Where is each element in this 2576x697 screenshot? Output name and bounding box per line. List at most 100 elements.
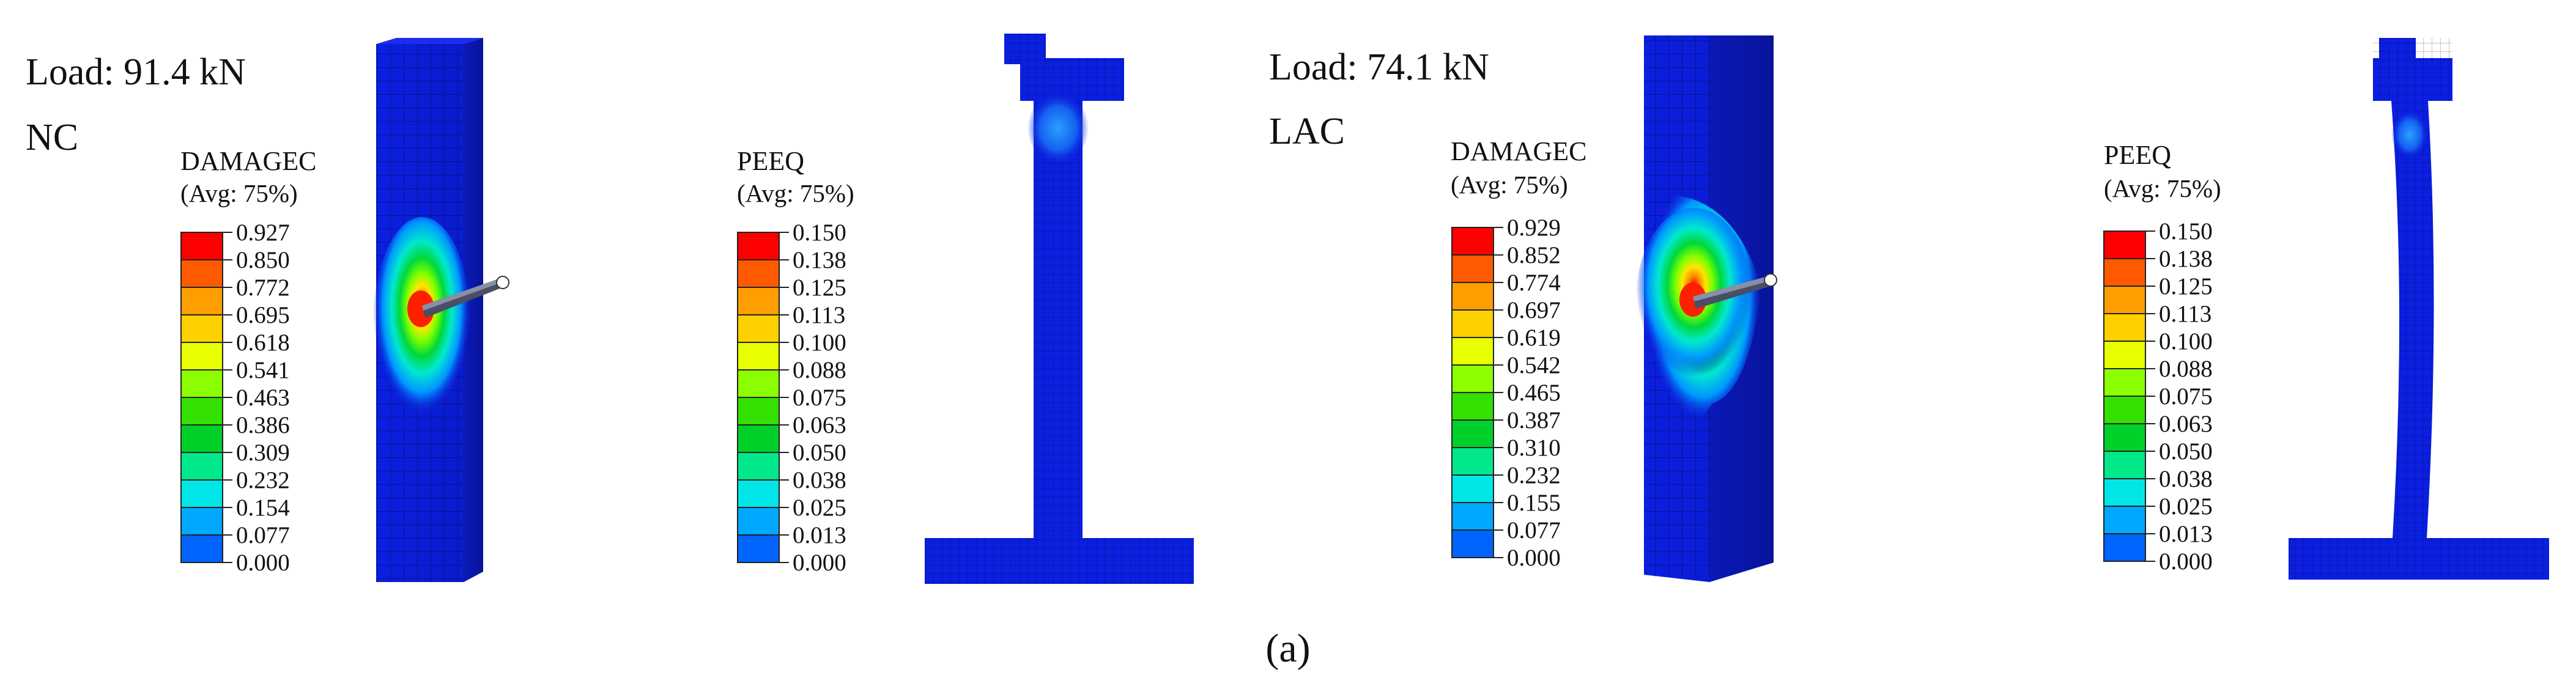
figure-caption: (a) (1265, 626, 1310, 671)
legend-value: 0.075 (793, 385, 846, 411)
legend-value: 0.619 (1507, 325, 1561, 351)
legend-value: 0.387 (1507, 407, 1561, 433)
legend-band (1451, 447, 1494, 476)
legend-band (1451, 227, 1494, 256)
legend-title: PEEQ (2104, 140, 2171, 170)
legend-band (2103, 396, 2146, 424)
legend-band (737, 507, 780, 536)
legend-value: 0.154 (236, 495, 290, 521)
panel-nc: Load: 91.4 kN NC DAMAGEC (Avg: 75%) 0.92… (26, 34, 1194, 584)
legend-band (1451, 529, 1494, 558)
legend-band (180, 452, 223, 481)
legend-value: 0.000 (236, 550, 290, 576)
legend-band (737, 342, 780, 371)
damage-legend: DAMAGEC (Avg: 75%) 0.9290.8520.7740.6970… (1451, 136, 1586, 571)
legend-title: PEEQ (737, 146, 804, 176)
legend-value: 0.050 (2159, 438, 2213, 465)
material-label: LAC (1269, 111, 1345, 152)
legend-value: 0.310 (1507, 435, 1561, 461)
load-label: Load: 91.4 kN (26, 51, 246, 93)
legend-value: 0.000 (793, 550, 846, 576)
legend-band (1451, 337, 1494, 366)
legend-band (737, 314, 780, 343)
legend-value: 0.000 (2159, 548, 2213, 575)
legend-value: 0.542 (1507, 352, 1561, 378)
legend-value: 0.309 (236, 440, 290, 466)
legend-band (2103, 423, 2146, 452)
legend-band (1451, 282, 1494, 311)
legend-value: 0.013 (793, 522, 846, 548)
steel-member-model (925, 34, 1194, 584)
legend-value: 0.929 (1507, 215, 1561, 241)
legend-value: 0.465 (1507, 380, 1561, 406)
load-label: Load: 74.1 kN (1269, 46, 1489, 88)
legend-value: 0.125 (793, 275, 846, 301)
legend-value: 0.927 (236, 219, 290, 246)
legend-value: 0.075 (2159, 383, 2213, 410)
legend-band (1451, 474, 1494, 503)
legend-value: 0.386 (236, 412, 290, 438)
legend-band (180, 424, 223, 453)
legend-band (180, 314, 223, 343)
legend-value: 0.077 (236, 522, 290, 548)
legend-value: 0.125 (2159, 273, 2213, 300)
legend-subtitle: (Avg: 75%) (2104, 174, 2221, 202)
legend-value: 0.088 (793, 357, 846, 383)
legend-title: DAMAGEC (1451, 136, 1586, 166)
legend-band (2103, 286, 2146, 314)
legend-value: 0.541 (236, 357, 290, 383)
column-model (1636, 35, 1777, 582)
legend-value: 0.695 (236, 302, 290, 328)
legend-band (737, 369, 780, 398)
legend-value: 0.100 (2159, 328, 2213, 355)
material-label: NC (26, 117, 78, 158)
legend-value: 0.038 (793, 467, 846, 493)
legend-band (180, 534, 223, 563)
legend-band (2103, 533, 2146, 562)
legend-band (1451, 364, 1494, 393)
legend-value: 0.697 (1507, 297, 1561, 323)
steel-member-model (2289, 38, 2549, 580)
legend-band (180, 397, 223, 426)
legend-value: 0.232 (1507, 462, 1561, 489)
legend-band (2103, 230, 2146, 259)
legend-value: 0.155 (1507, 490, 1561, 516)
legend-band (2103, 451, 2146, 479)
legend-value: 0.077 (1507, 517, 1561, 544)
legend-value: 0.088 (2159, 356, 2213, 382)
legend-value: 0.063 (793, 412, 846, 438)
legend-value: 0.774 (1507, 270, 1561, 296)
legend-band (180, 342, 223, 371)
legend-band (2103, 341, 2146, 369)
legend-band (2103, 368, 2146, 397)
legend-band (180, 232, 223, 260)
legend-colorbar: 0.1500.1380.1250.1130.1000.0880.0750.063… (2103, 218, 2213, 575)
legend-band (1451, 392, 1494, 421)
legend-value: 0.138 (2159, 246, 2213, 272)
legend-value: 0.232 (236, 467, 290, 493)
legend-band (1451, 309, 1494, 338)
legend-band (737, 259, 780, 288)
column-model (373, 38, 509, 582)
legend-colorbar: 0.1500.1380.1250.1130.1000.0880.0750.063… (737, 219, 846, 576)
legend-value: 0.000 (1507, 545, 1561, 571)
legend-value: 0.100 (793, 330, 846, 356)
legend-band (180, 507, 223, 536)
legend-band (180, 369, 223, 398)
panel-lac: Load: 74.1 kN LAC DAMAGEC (Avg: 75%) 0.9… (1269, 35, 2549, 582)
legend-band (2103, 506, 2146, 534)
legend-value: 0.772 (236, 275, 290, 301)
legend-value: 0.113 (2159, 301, 2211, 327)
legend-band (1451, 419, 1494, 448)
legend-colorbar: 0.9270.8500.7720.6950.6180.5410.4630.386… (180, 219, 290, 576)
legend-subtitle: (Avg: 75%) (737, 179, 854, 207)
legend-value: 0.463 (236, 385, 290, 411)
legend-value: 0.113 (793, 302, 845, 328)
legend-value: 0.150 (2159, 218, 2213, 245)
legend-value: 0.050 (793, 440, 846, 466)
legend-band (1451, 254, 1494, 283)
legend-band (737, 232, 780, 260)
legend-band (737, 397, 780, 426)
legend-colorbar: 0.9290.8520.7740.6970.6190.5420.4650.387… (1451, 215, 1561, 571)
